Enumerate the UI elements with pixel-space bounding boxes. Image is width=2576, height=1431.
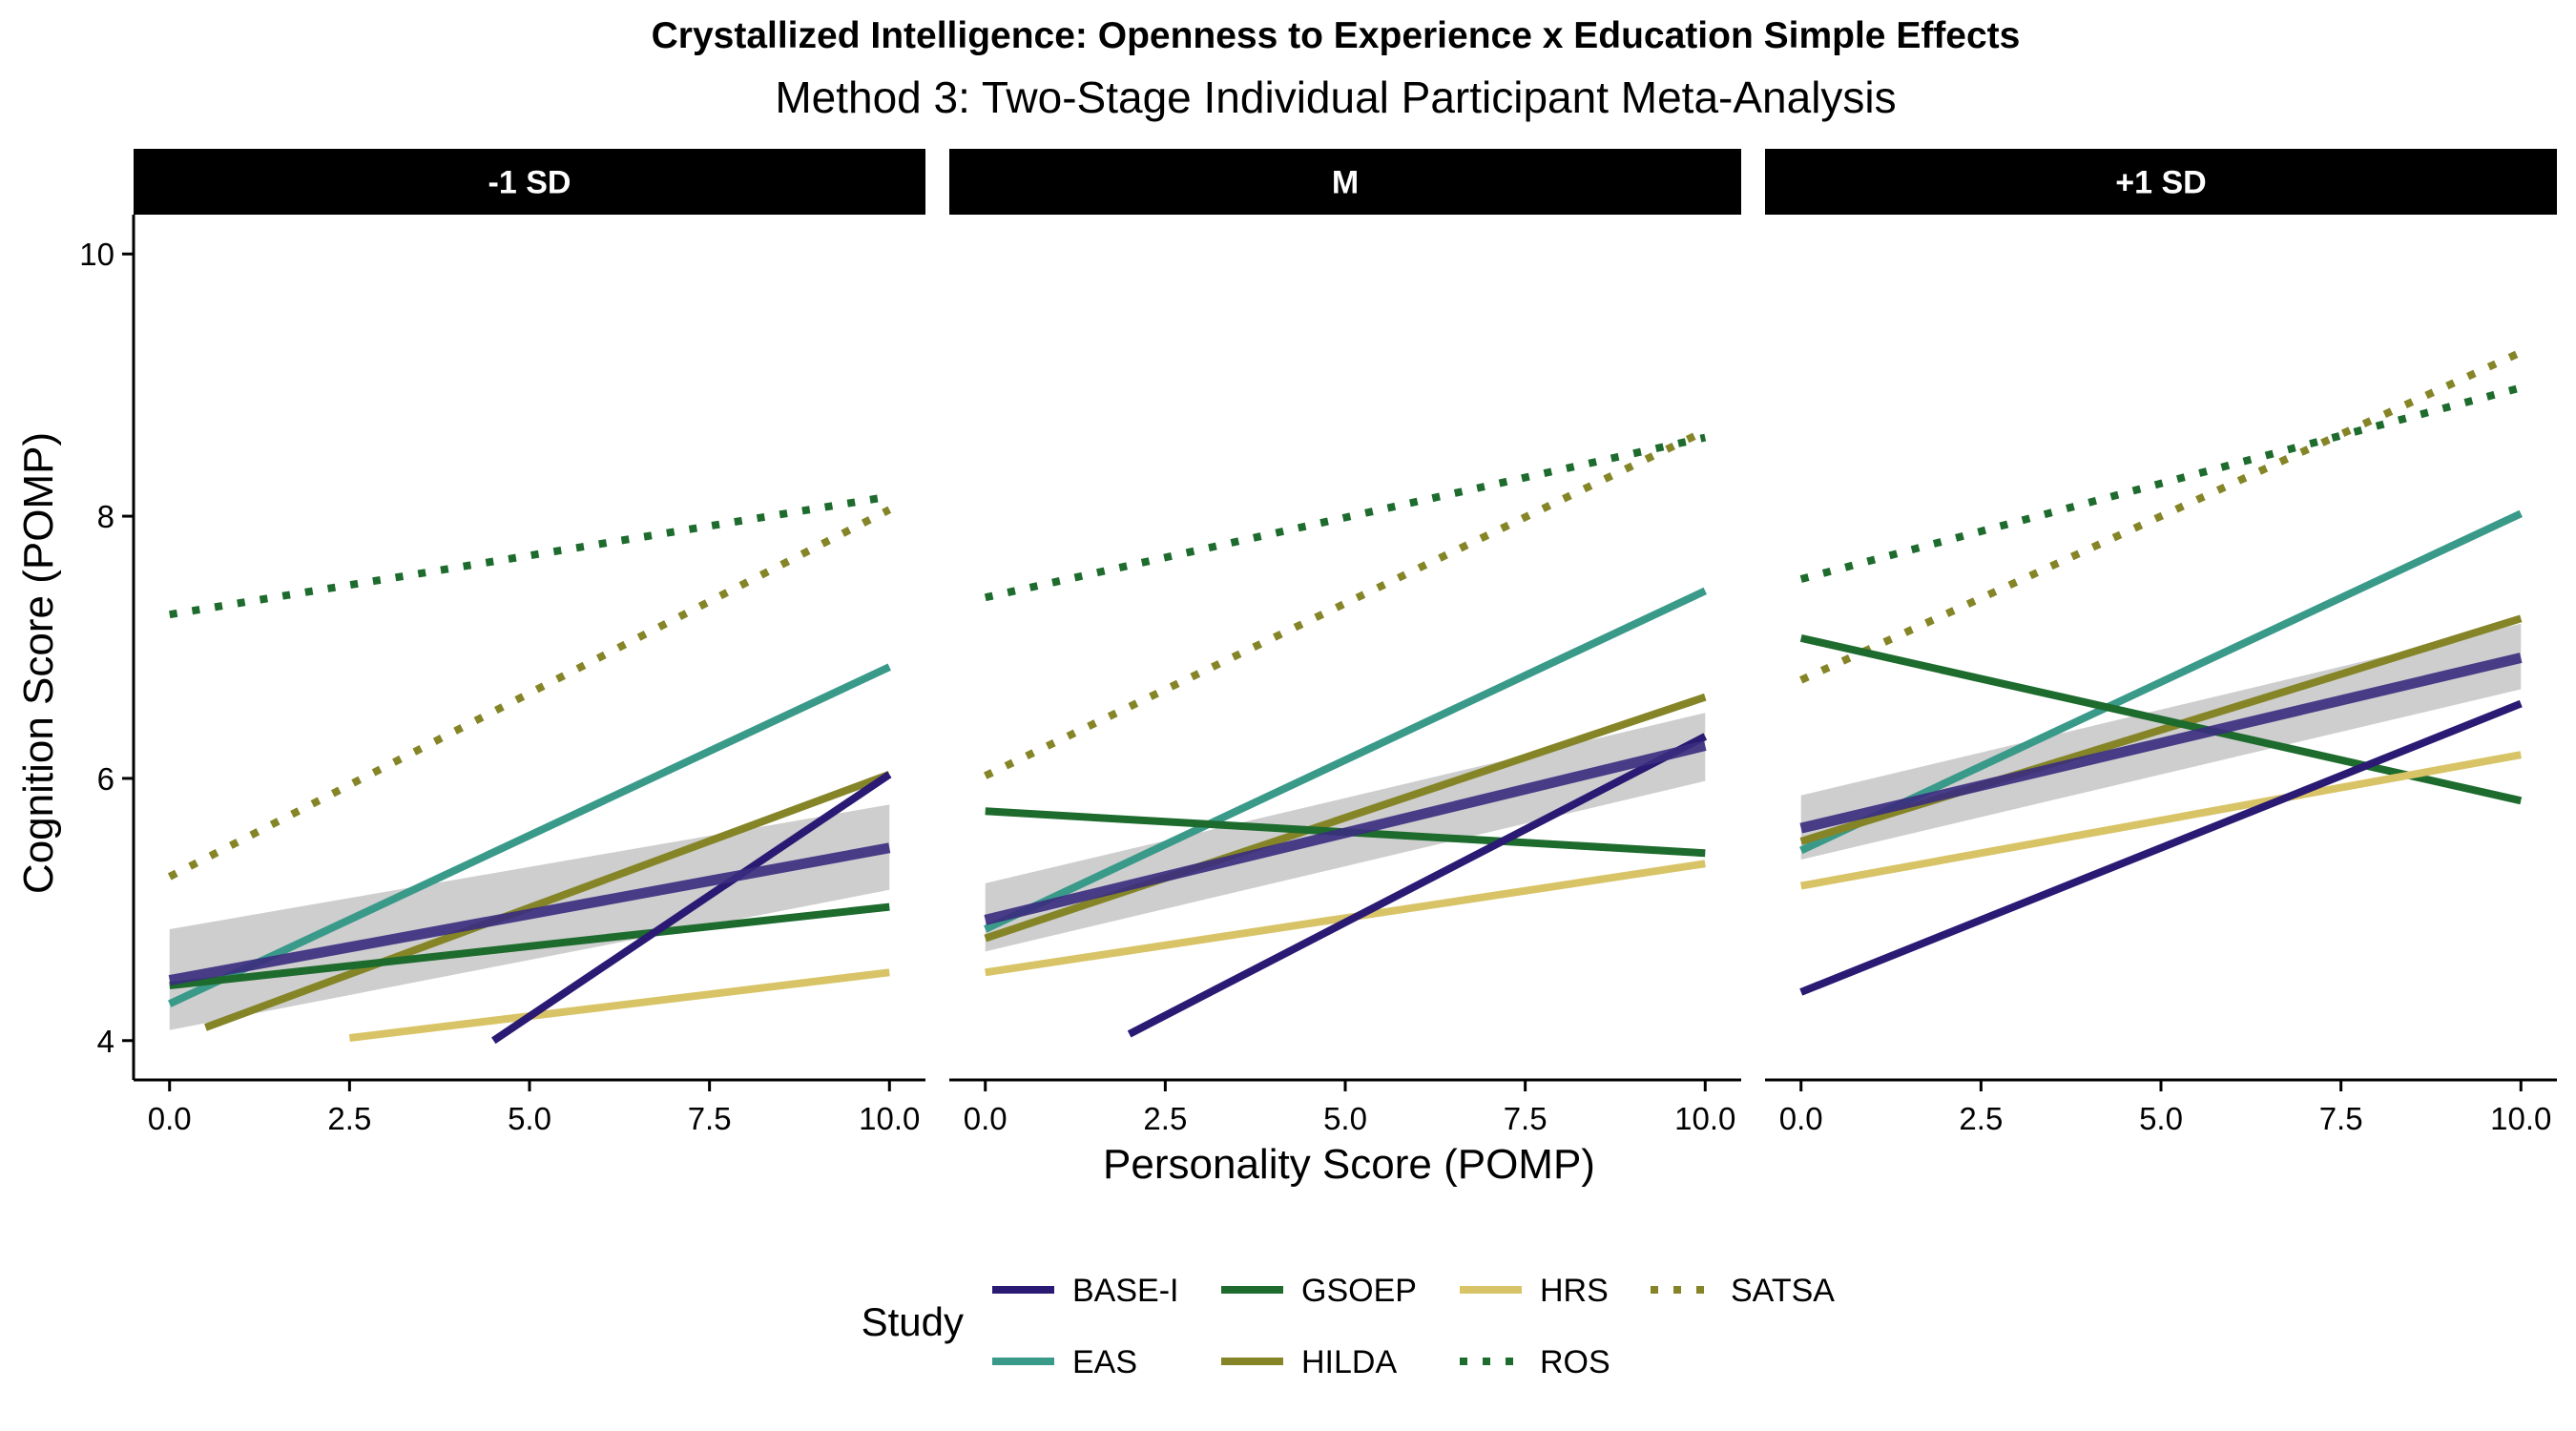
y-tick-label: 8 [97, 499, 114, 534]
y-tick-label: 6 [97, 761, 114, 797]
panels-layer: -1 SD 4 6 8 10 0.0 2.5 5.0 7.5 10.0 M 0.0 2.5 5.0 7.5 1… [79, 149, 2557, 1136]
x-tick-label: 0.0 [148, 1101, 192, 1136]
legend-label: GSOEP [1301, 1273, 1417, 1309]
y-tick-label: 10 [79, 237, 114, 272]
legend-label: BASE-I [1072, 1273, 1178, 1309]
x-tick-label: 5.0 [508, 1101, 551, 1136]
x-tick-label: 2.5 [1143, 1101, 1187, 1136]
chart-subtitle: Method 3: Two-Stage Individual Participa… [775, 73, 1896, 122]
pooled-line [984, 740, 1707, 925]
x-tick-label: 10.0 [859, 1101, 920, 1136]
panel-3: +1 SD 0.0 2.5 5.0 7.5 10.0 [1765, 149, 2557, 1136]
panel-2: M 0.0 2.5 5.0 7.5 10.0 [949, 149, 1741, 1136]
x-tick-label: 10.0 [1674, 1101, 1735, 1136]
series-line-satsa [167, 506, 892, 881]
facet-strip [949, 149, 1741, 215]
series-line-base-i [491, 771, 892, 1045]
series-line-eas [168, 663, 891, 1007]
series-line-ros [984, 433, 1707, 602]
legend-label: SATSA [1731, 1273, 1835, 1309]
x-tick-label: 7.5 [1504, 1101, 1548, 1136]
series-line-base-i [1799, 699, 2523, 996]
facet-label: M [1332, 165, 1359, 201]
series-line-eas [984, 587, 1707, 933]
series-line-eas [1799, 509, 2523, 855]
x-tick-label: 2.5 [327, 1101, 371, 1136]
series-line-ros [1799, 384, 2523, 583]
y-tick-label: 4 [97, 1024, 114, 1059]
series-line-hilda [204, 771, 891, 1031]
facet-label: +1 SD [2115, 165, 2206, 201]
series-line-gsoep [169, 902, 890, 990]
pooled-line [1799, 653, 2523, 834]
series-line-base-i [1127, 733, 1708, 1038]
series-line-hrs [985, 860, 1706, 977]
x-tick-label: 7.5 [2319, 1101, 2363, 1136]
pooled-line [168, 842, 891, 985]
x-axis-label: Personality Score (POMP) [1103, 1141, 1595, 1188]
panel-1: -1 SD 4 6 8 10 0.0 2.5 5.0 7.5 10.0 [79, 149, 925, 1136]
series-line-satsa [1799, 348, 2523, 684]
legend: Study BASE-I EAS GSOEP HILDA HRS ROS SATSA [862, 1273, 1836, 1380]
series-line-ros [169, 492, 890, 619]
x-tick-label: 10.0 [2490, 1101, 2551, 1136]
chart-title: Crystallized Intelligence: Openness to E… [652, 15, 2021, 56]
series-line-hrs [1800, 751, 2522, 890]
legend-label: EAS [1072, 1344, 1137, 1380]
facet-strip [134, 149, 925, 215]
series-line-satsa [983, 427, 1708, 779]
x-tick-label: 0.0 [964, 1101, 1008, 1136]
x-tick-label: 7.5 [688, 1101, 732, 1136]
legend-title: Study [862, 1299, 964, 1344]
legend-label: HRS [1540, 1273, 1609, 1309]
series-line-hilda [984, 693, 1707, 943]
x-tick-label: 5.0 [1323, 1101, 1367, 1136]
series-line-hrs [348, 968, 890, 1042]
legend-label: HILDA [1301, 1344, 1397, 1380]
x-tick-label: 2.5 [1959, 1101, 2003, 1136]
y-axis-label: Cognition Score (POMP) [15, 432, 62, 894]
facet-label: -1 SD [488, 165, 571, 201]
x-tick-label: 0.0 [1779, 1101, 1823, 1136]
x-tick-label: 5.0 [2139, 1101, 2183, 1136]
facet-strip [1765, 149, 2557, 215]
legend-label: ROS [1540, 1344, 1610, 1380]
